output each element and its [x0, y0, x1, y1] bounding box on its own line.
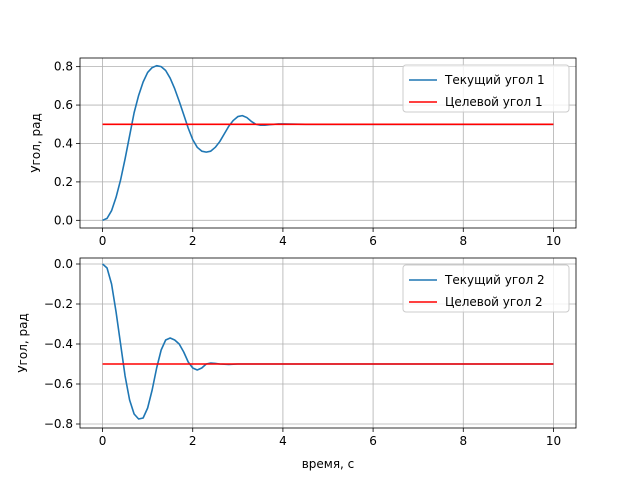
y-tick-label: −0.6 [44, 377, 73, 391]
axes-frame [79, 257, 577, 429]
legend-box [402, 264, 570, 313]
y-axis-label: Угол, рад [29, 113, 43, 173]
y-tick-label: −0.4 [44, 337, 73, 351]
y-tick-label: 0.0 [54, 213, 73, 227]
x-tick-label: 10 [546, 434, 561, 448]
x-tick-label: 8 [459, 234, 467, 248]
y-axis-label: Угол, рад [16, 313, 30, 373]
x-tick-label: 8 [459, 434, 467, 448]
y-tick-label: 0.4 [54, 136, 73, 150]
legend: Текущий угол 1 Целевой угол 1 [402, 64, 570, 113]
y-tick-label: 0.8 [54, 60, 73, 74]
x-tick-label: 2 [189, 234, 197, 248]
x-tick-label: 4 [279, 234, 287, 248]
axes-angle-1: 0 2 4 6 8 10 0.0 0.2 0.4 0.6 0.8 Угол, рад Текущий у… [29, 57, 577, 248]
legend: Текущий угол 2 Целевой угол 2 [402, 264, 570, 313]
x-tick-label: 4 [279, 434, 287, 448]
x-tick-label: 10 [546, 234, 561, 248]
x-tick-label: 0 [99, 434, 107, 448]
x-tick-label: 6 [369, 234, 377, 248]
legend-label: Целевой угол 1 [445, 95, 543, 109]
legend-label: Текущий угол 1 [444, 73, 545, 87]
y-tick-label: 0.6 [54, 98, 73, 112]
x-axis-label: время, с [302, 457, 355, 471]
y-tick-label: −0.8 [44, 417, 73, 431]
y-tick-label: −0.2 [44, 297, 73, 311]
legend-box [402, 64, 570, 113]
x-tick-label: 6 [369, 434, 377, 448]
x-tick-label: 0 [99, 234, 107, 248]
axes-frame [79, 57, 577, 229]
legend-label: Текущий угол 2 [444, 273, 545, 287]
y-tick-label: 0.0 [54, 257, 73, 271]
y-tick-label: 0.2 [54, 175, 73, 189]
legend-label: Целевой угол 2 [445, 295, 543, 309]
x-tick-label: 2 [189, 434, 197, 448]
axes-angle-2: 0 2 4 6 8 10 0.0 −0.2 −0.4 −0.6 −0.8 Угол, рад время… [16, 257, 577, 471]
